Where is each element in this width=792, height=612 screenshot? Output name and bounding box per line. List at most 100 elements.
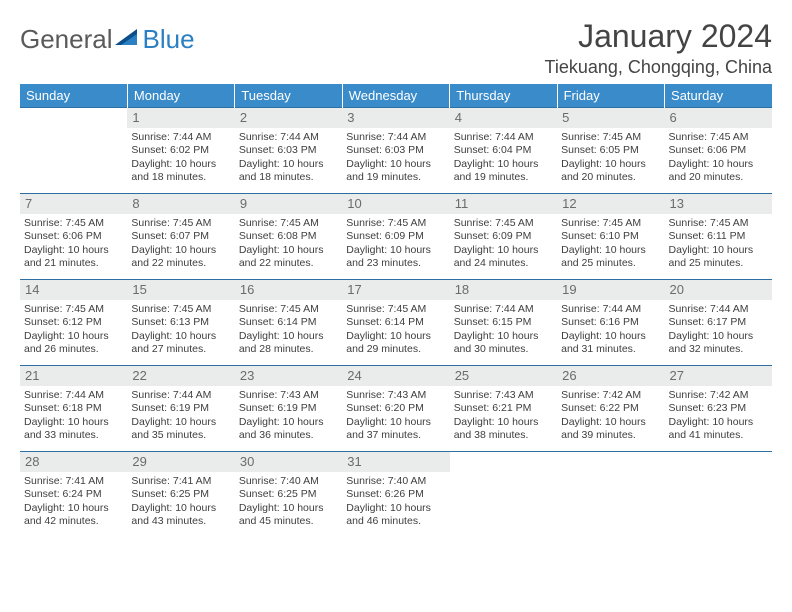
day-cell: 6Sunrise: 7:45 AMSunset: 6:06 PMDaylight… [665,108,772,194]
sunset-value: 6:24 PM [63,488,102,500]
logo-text-blue: Blue [143,24,195,55]
day-number: 18 [450,280,557,300]
day-number: 14 [20,280,127,300]
daylight-label: Daylight: [454,244,495,256]
daylight-label: Daylight: [346,158,387,170]
sunset-label: Sunset: [669,144,705,156]
title-block: January 2024 Tiekuang, Chongqing, China [545,18,773,78]
sunrise-value: 7:45 AM [65,303,104,315]
sunset-value: 6:11 PM [707,230,745,242]
calendar-row: 7Sunrise: 7:45 AMSunset: 6:06 PMDaylight… [20,194,772,280]
day-cell: 24Sunrise: 7:43 AMSunset: 6:20 PMDayligh… [342,366,449,452]
day-number: 5 [557,108,664,128]
sunset-label: Sunset: [346,144,382,156]
sunset-value: 6:14 PM [385,316,424,328]
sunset-value: 6:07 PM [170,230,209,242]
sunset-value: 6:25 PM [170,488,209,500]
sunset-label: Sunset: [454,144,490,156]
sunrise-value: 7:42 AM [603,389,642,401]
sunset-label: Sunset: [239,402,275,414]
day-info: Sunrise: 7:45 AMSunset: 6:08 PMDaylight:… [239,217,338,270]
day-number: 26 [557,366,664,386]
sunrise-value: 7:45 AM [710,131,749,143]
daylight-label: Daylight: [346,502,387,514]
day-number: 12 [557,194,664,214]
sunset-label: Sunset: [24,316,60,328]
daylight-label: Daylight: [669,416,710,428]
day-info: Sunrise: 7:45 AMSunset: 6:10 PMDaylight:… [561,217,660,270]
daylight-label: Daylight: [669,330,710,342]
sunrise-label: Sunrise: [239,389,278,401]
day-cell: 3Sunrise: 7:44 AMSunset: 6:03 PMDaylight… [342,108,449,194]
sunrise-value: 7:45 AM [388,217,427,229]
sunrise-label: Sunrise: [454,303,493,315]
sunrise-label: Sunrise: [346,303,385,315]
daylight-label: Daylight: [24,244,65,256]
day-number: 15 [127,280,234,300]
daylight-label: Daylight: [239,330,280,342]
day-number: 30 [235,452,342,472]
sunset-value: 6:06 PM [707,144,746,156]
day-cell: 1Sunrise: 7:44 AMSunset: 6:02 PMDaylight… [127,108,234,194]
sunrise-value: 7:45 AM [173,303,212,315]
daylight-label: Daylight: [239,158,280,170]
day-number: 31 [342,452,449,472]
daylight-label: Daylight: [454,158,495,170]
sunrise-label: Sunrise: [561,303,600,315]
empty-cell [450,452,557,534]
sunrise-label: Sunrise: [669,131,708,143]
day-number: 22 [127,366,234,386]
calendar-row: 1Sunrise: 7:44 AMSunset: 6:02 PMDaylight… [20,108,772,194]
day-number: 9 [235,194,342,214]
day-number: 24 [342,366,449,386]
day-cell: 17Sunrise: 7:45 AMSunset: 6:14 PMDayligh… [342,280,449,366]
day-info: Sunrise: 7:45 AMSunset: 6:07 PMDaylight:… [131,217,230,270]
daylight-label: Daylight: [669,158,710,170]
day-info: Sunrise: 7:43 AMSunset: 6:19 PMDaylight:… [239,389,338,442]
sunrise-value: 7:44 AM [173,131,212,143]
day-number: 3 [342,108,449,128]
sunrise-label: Sunrise: [454,389,493,401]
day-number: 29 [127,452,234,472]
sunset-value: 6:05 PM [600,144,639,156]
sunset-value: 6:20 PM [385,402,424,414]
calendar-table: SundayMondayTuesdayWednesdayThursdayFrid… [20,84,772,534]
sunset-value: 6:08 PM [277,230,316,242]
sunrise-label: Sunrise: [131,131,170,143]
sunrise-value: 7:45 AM [603,131,642,143]
sunset-label: Sunset: [239,230,275,242]
day-info: Sunrise: 7:45 AMSunset: 6:11 PMDaylight:… [669,217,768,270]
day-cell: 12 Sunrise: 7:45 AMSunset: 6:10 PMDayligh… [557,194,664,280]
sunrise-label: Sunrise: [239,303,278,315]
sunrise-label: Sunrise: [239,475,278,487]
day-cell: 7Sunrise: 7:45 AMSunset: 6:06 PMDaylight… [20,194,127,280]
sunrise-value: 7:44 AM [710,303,749,315]
day-info: Sunrise: 7:42 AMSunset: 6:23 PMDaylight:… [669,389,768,442]
sunrise-label: Sunrise: [561,217,600,229]
sunset-label: Sunset: [24,230,60,242]
day-cell: 21Sunrise: 7:44 AMSunset: 6:18 PMDayligh… [20,366,127,452]
sunset-value: 6:23 PM [707,402,746,414]
day-number: 19 [557,280,664,300]
day-cell: 26Sunrise: 7:42 AMSunset: 6:22 PMDayligh… [557,366,664,452]
sunset-value: 6:12 PM [63,316,102,328]
daylight-label: Daylight: [561,158,602,170]
weekday-header: Monday [127,84,234,108]
sunset-value: 6:03 PM [277,144,316,156]
sunset-label: Sunset: [131,316,167,328]
day-info: Sunrise: 7:41 AMSunset: 6:24 PMDaylight:… [24,475,123,528]
sunset-value: 6:25 PM [277,488,316,500]
daylight-label: Daylight: [24,416,65,428]
day-cell: 22Sunrise: 7:44 AMSunset: 6:19 PMDayligh… [127,366,234,452]
logo-triangle-icon [115,27,141,52]
weekday-header: Wednesday [342,84,449,108]
day-number: 10 [342,194,449,214]
sunrise-label: Sunrise: [346,389,385,401]
sunrise-label: Sunrise: [669,389,708,401]
sunset-label: Sunset: [669,316,705,328]
sunset-label: Sunset: [239,316,275,328]
sunrise-label: Sunrise: [561,389,600,401]
sunrise-value: 7:44 AM [603,303,642,315]
day-cell: 14Sunrise: 7:45 AMSunset: 6:12 PMDayligh… [20,280,127,366]
sunrise-label: Sunrise: [24,303,63,315]
